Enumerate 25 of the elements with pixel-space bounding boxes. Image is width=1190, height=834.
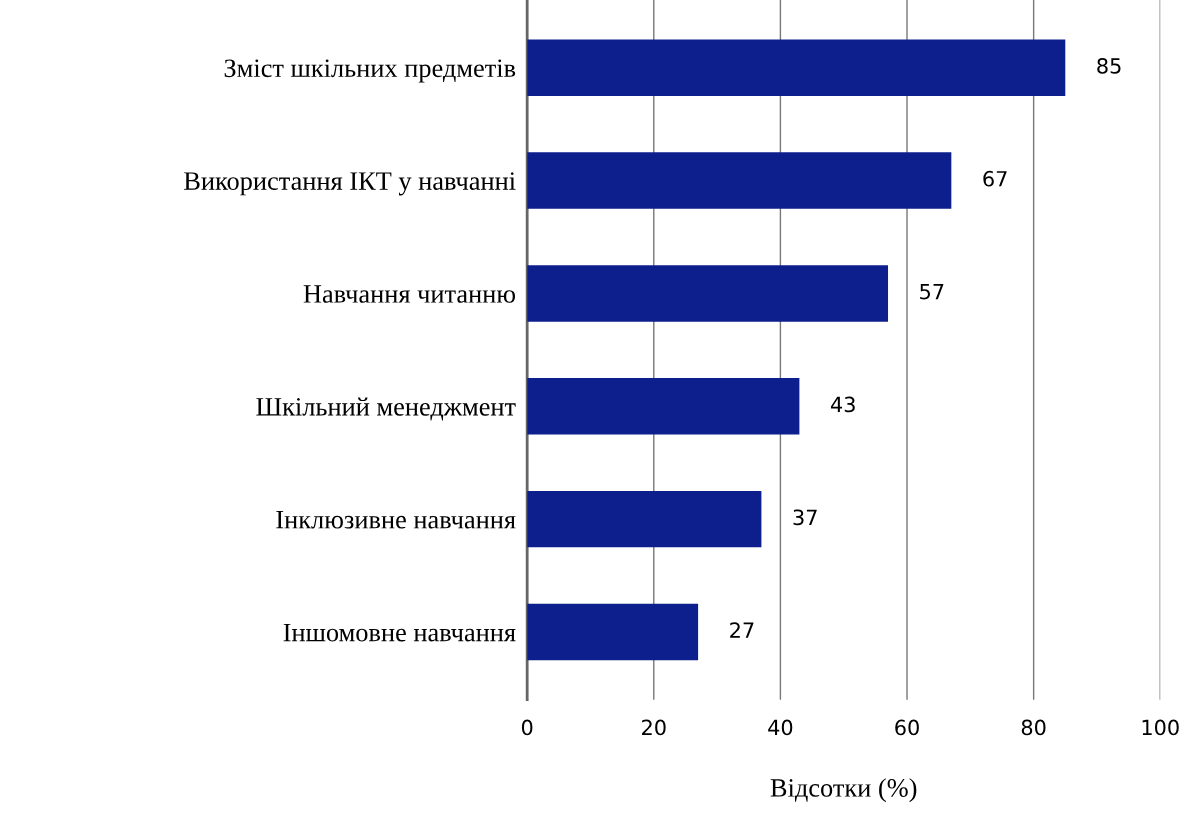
x-tick-label: 20	[642, 719, 666, 736]
data-label: 37	[793, 509, 817, 526]
bar	[527, 603, 699, 661]
y-tick-label: Використання ІКТ у навчанні	[184, 172, 516, 196]
y-tick-label: Іншомовне навчання	[283, 623, 516, 642]
y-tick-label: Зміст шкільних предметів	[224, 59, 516, 83]
x-tick-label: 100	[1142, 719, 1179, 736]
y-tick-label: Шкільний менеджмент	[256, 397, 516, 421]
x-tick-label: 0	[521, 719, 533, 736]
x-tick-label: 60	[895, 719, 919, 736]
x-tick-label: 40	[768, 719, 793, 736]
data-label: 57	[920, 283, 944, 300]
bar	[527, 378, 800, 435]
data-label: 85	[1097, 58, 1121, 74]
y-tick-label: Навчання читанню	[303, 285, 516, 303]
y-tick-label: Інклюзивне навчання	[276, 511, 516, 529]
x-axis-title: Відсотки (%)	[770, 778, 917, 803]
data-label: 27	[730, 622, 754, 638]
bar	[527, 265, 889, 322]
bar	[527, 490, 762, 548]
bar	[527, 39, 1066, 96]
x-tick-label: 80	[1021, 719, 1046, 736]
data-label: 67	[983, 170, 1007, 187]
bar	[527, 152, 952, 209]
data-label: 43	[830, 396, 855, 413]
